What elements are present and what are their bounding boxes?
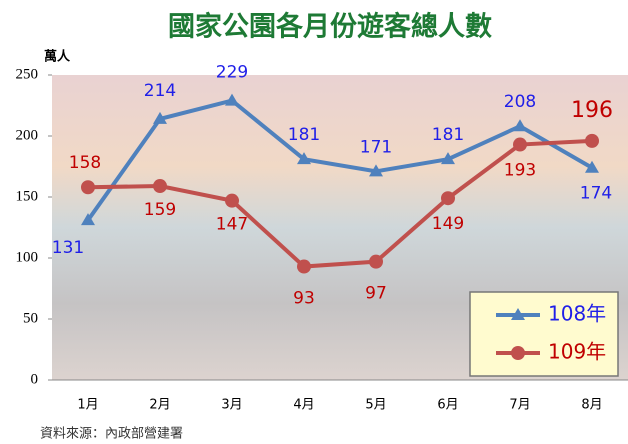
data-label: 158 bbox=[69, 153, 101, 173]
marker bbox=[441, 191, 455, 205]
marker bbox=[297, 260, 311, 274]
y-tick-label: 50 bbox=[23, 310, 38, 326]
marker bbox=[81, 180, 95, 194]
x-tick-label: 4月 bbox=[293, 398, 314, 413]
y-axis-label: 萬人 bbox=[44, 49, 71, 65]
legend-label: 108年 bbox=[548, 302, 606, 326]
marker bbox=[225, 194, 239, 208]
data-label: 159 bbox=[144, 200, 176, 220]
x-tick-label: 1月 bbox=[77, 398, 98, 413]
data-label: 196 bbox=[571, 98, 613, 123]
chart: 國家公園各月份遊客總人數 萬人 資料來源：內政部營建署 0 50 100 150 200… bbox=[0, 0, 628, 444]
data-label: 131 bbox=[52, 238, 84, 258]
data-label: 193 bbox=[504, 161, 536, 181]
data-label: 229 bbox=[216, 63, 248, 83]
y-tick-label: 200 bbox=[16, 127, 39, 143]
x-tick-label: 7月 bbox=[509, 398, 530, 413]
x-tick-label: 2月 bbox=[149, 398, 170, 413]
y-tick-label: 0 bbox=[31, 371, 39, 387]
chart-title: 國家公園各月份遊客總人數 bbox=[168, 11, 492, 43]
x-tick-label: 5月 bbox=[365, 398, 386, 413]
marker bbox=[369, 255, 383, 269]
marker bbox=[513, 138, 527, 152]
marker bbox=[585, 134, 599, 148]
page: {"chart_data": {"type": "line", "title":… bbox=[0, 0, 628, 444]
x-tick-label: 3月 bbox=[221, 398, 242, 413]
x-tick-label: 6月 bbox=[437, 398, 458, 413]
data-label: 171 bbox=[360, 137, 392, 157]
data-label: 181 bbox=[288, 125, 320, 145]
data-label: 208 bbox=[504, 92, 536, 112]
y-tick-label: 250 bbox=[16, 66, 39, 82]
data-label: 149 bbox=[432, 214, 464, 234]
data-label: 181 bbox=[432, 125, 464, 145]
data-label: 93 bbox=[293, 289, 315, 309]
marker bbox=[153, 179, 167, 193]
legend-label: 109年 bbox=[548, 340, 606, 364]
x-tick-label: 8月 bbox=[581, 398, 602, 413]
source-note: 資料來源：內政部營建署 bbox=[40, 427, 183, 442]
data-label: 214 bbox=[144, 81, 176, 101]
data-label: 147 bbox=[216, 215, 248, 235]
legend-marker bbox=[511, 346, 525, 360]
data-label: 174 bbox=[580, 184, 612, 204]
y-tick-label: 100 bbox=[16, 249, 39, 265]
y-tick-label: 150 bbox=[16, 188, 39, 204]
data-label: 97 bbox=[365, 284, 387, 304]
